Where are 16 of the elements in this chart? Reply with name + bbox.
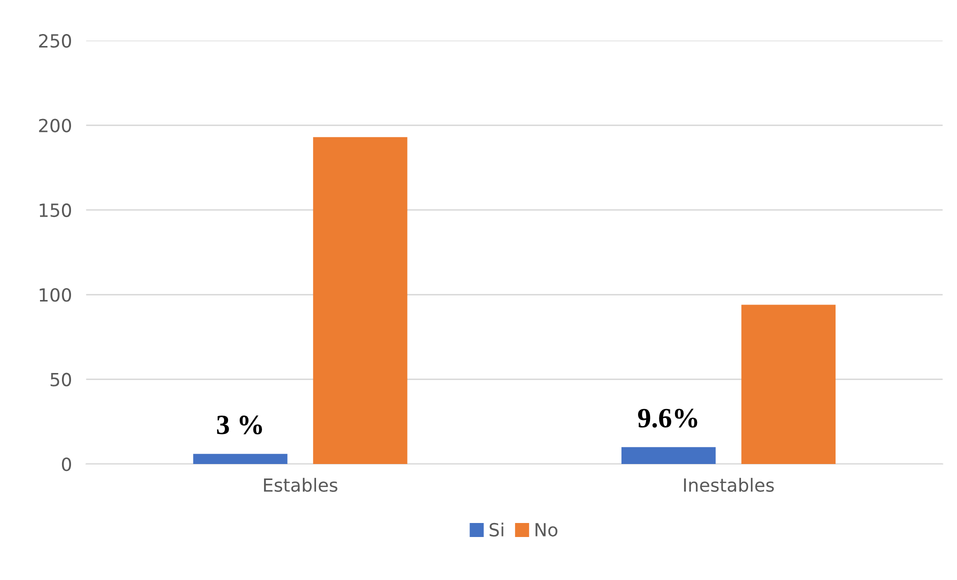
bar xyxy=(621,447,716,464)
y-tick-label: 250 xyxy=(39,34,72,48)
x-tick-label: Estables xyxy=(264,478,338,492)
y-tick-label: 50 xyxy=(50,372,72,386)
y-tick-label: 0 xyxy=(62,457,72,472)
bar xyxy=(193,454,288,464)
legend-label: No xyxy=(536,523,558,537)
y-tick-label: 100 xyxy=(40,288,72,302)
annotation: 9.6% xyxy=(638,408,698,428)
bar xyxy=(313,137,408,464)
y-tick-label: 150 xyxy=(40,203,72,218)
bar xyxy=(741,304,836,464)
x-tick-label: Inestables xyxy=(684,478,774,492)
y-tick-label: 200 xyxy=(39,118,72,132)
annotation: 3 % xyxy=(217,416,262,434)
legend-label: Si xyxy=(490,522,504,537)
